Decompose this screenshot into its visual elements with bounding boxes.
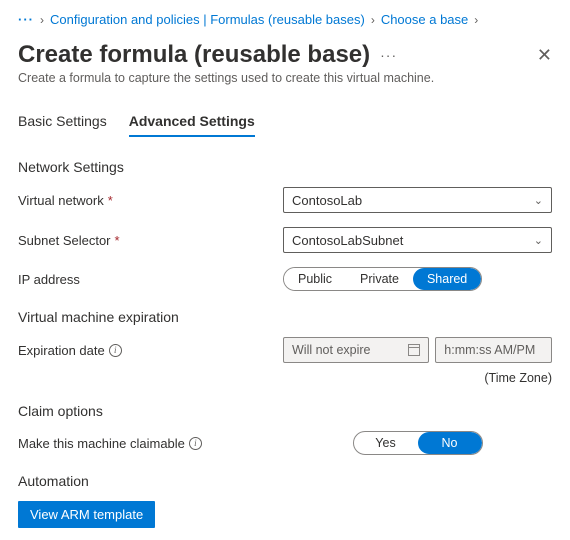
subnet-label: Subnet Selector bbox=[18, 233, 111, 248]
chevron-right-icon: › bbox=[474, 13, 478, 27]
section-network-heading: Network Settings bbox=[18, 159, 552, 175]
subnet-select[interactable]: ContosoLabSubnet ⌄ bbox=[283, 227, 552, 253]
field-claimable: Make this machine claimable i Yes No bbox=[18, 431, 552, 455]
required-marker: * bbox=[115, 233, 120, 248]
chevron-right-icon: › bbox=[40, 13, 44, 27]
field-ip-address: IP address Public Private Shared bbox=[18, 267, 552, 291]
claimable-toggle-group: Yes No bbox=[353, 431, 483, 455]
claimable-yes[interactable]: Yes bbox=[354, 432, 418, 454]
section-claim-heading: Claim options bbox=[18, 403, 552, 419]
ip-toggle-group: Public Private Shared bbox=[283, 267, 482, 291]
vnet-value: ContosoLab bbox=[292, 193, 362, 208]
ip-option-shared[interactable]: Shared bbox=[413, 268, 481, 290]
page-subtitle: Create a formula to capture the settings… bbox=[18, 71, 552, 85]
title-more-button[interactable]: ··· bbox=[380, 47, 397, 63]
info-icon[interactable]: i bbox=[189, 437, 202, 450]
field-virtual-network: Virtual network * ContosoLab ⌄ bbox=[18, 187, 552, 213]
vnet-label: Virtual network bbox=[18, 193, 104, 208]
timezone-note: (Time Zone) bbox=[18, 371, 552, 385]
expiration-time-placeholder: h:mm:ss AM/PM bbox=[444, 343, 535, 357]
breadcrumb-link-policies[interactable]: Configuration and policies | Formulas (r… bbox=[50, 12, 365, 27]
tab-advanced-settings[interactable]: Advanced Settings bbox=[129, 113, 255, 137]
subnet-value: ContosoLabSubnet bbox=[292, 233, 403, 248]
close-icon[interactable]: ✕ bbox=[537, 45, 552, 66]
info-icon[interactable]: i bbox=[109, 344, 122, 357]
breadcrumb-link-choose-base[interactable]: Choose a base bbox=[381, 12, 468, 27]
page-title-row: Create formula (reusable base) ··· ✕ bbox=[18, 41, 552, 69]
ip-option-private[interactable]: Private bbox=[346, 268, 413, 290]
ip-option-public[interactable]: Public bbox=[284, 268, 346, 290]
breadcrumb: ··· › Configuration and policies | Formu… bbox=[18, 12, 552, 27]
field-expiration-date: Expiration date i Will not expire h:mm:s… bbox=[18, 337, 552, 363]
chevron-down-icon: ⌄ bbox=[534, 234, 543, 247]
expiration-date-input[interactable]: Will not expire bbox=[283, 337, 429, 363]
tabs: Basic Settings Advanced Settings bbox=[18, 113, 552, 137]
vnet-select[interactable]: ContosoLab ⌄ bbox=[283, 187, 552, 213]
expiration-date-label: Expiration date bbox=[18, 343, 105, 358]
section-expiration-heading: Virtual machine expiration bbox=[18, 309, 552, 325]
expiration-date-value: Will not expire bbox=[292, 343, 371, 357]
ip-label: IP address bbox=[18, 272, 80, 287]
breadcrumb-overflow[interactable]: ··· bbox=[18, 12, 34, 27]
view-arm-template-button[interactable]: View ARM template bbox=[18, 501, 155, 528]
chevron-down-icon: ⌄ bbox=[534, 194, 543, 207]
tab-basic-settings[interactable]: Basic Settings bbox=[18, 113, 107, 137]
field-subnet: Subnet Selector * ContosoLabSubnet ⌄ bbox=[18, 227, 552, 253]
chevron-right-icon: › bbox=[371, 13, 375, 27]
expiration-time-input[interactable]: h:mm:ss AM/PM bbox=[435, 337, 552, 363]
page-title: Create formula (reusable base) bbox=[18, 41, 370, 69]
section-automation-heading: Automation bbox=[18, 473, 552, 489]
required-marker: * bbox=[108, 193, 113, 208]
calendar-icon bbox=[408, 344, 420, 356]
claimable-label: Make this machine claimable bbox=[18, 436, 185, 451]
claimable-no[interactable]: No bbox=[418, 432, 482, 454]
